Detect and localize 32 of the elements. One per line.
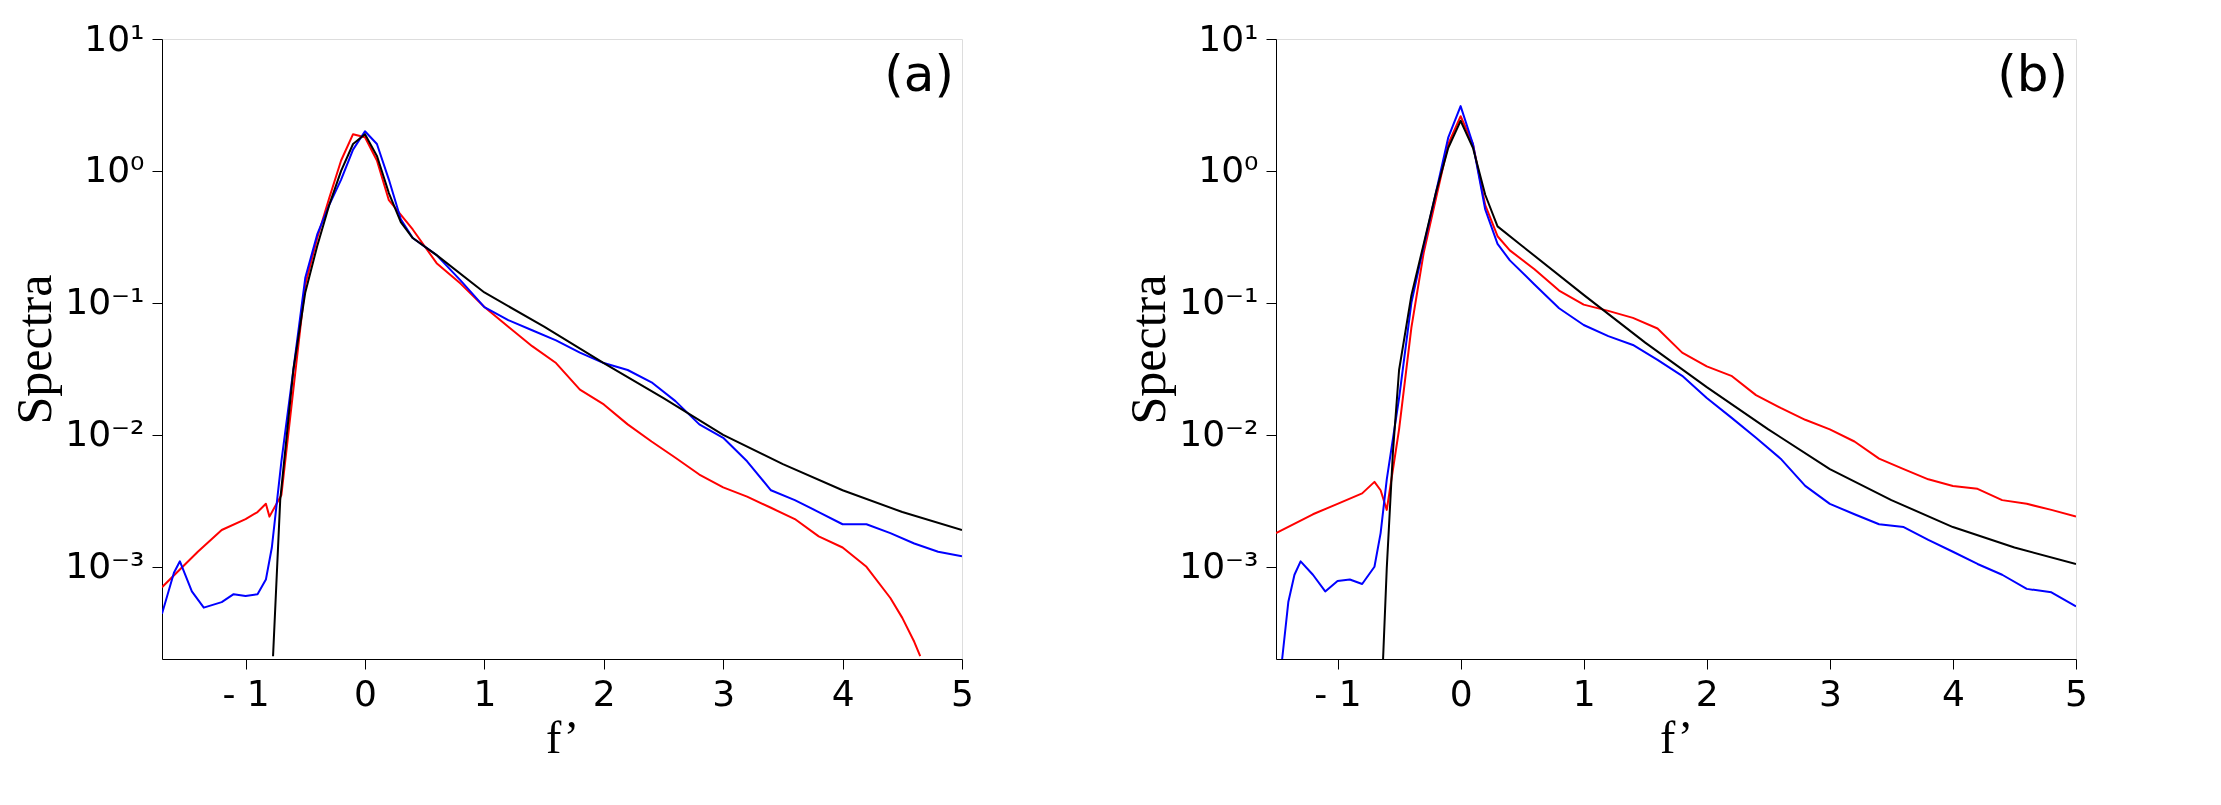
line-series <box>1276 115 2076 535</box>
x-tick-label: 4 <box>1941 672 1965 714</box>
y-tick-label: 10¹ <box>1198 17 1259 59</box>
y-axis-title: Spectra <box>6 274 63 425</box>
x-tick-label: 5 <box>2065 672 2088 714</box>
x-tick-label: - 1 <box>222 672 270 714</box>
y-tick-label: 10⁰ <box>1198 149 1259 191</box>
x-axis-title: f’ <box>1659 711 1694 763</box>
annotation: (b) <box>1997 45 2068 103</box>
y-tick-label: 10⁻² <box>1179 413 1259 455</box>
x-tick-label: 1 <box>1572 672 1596 714</box>
y-axis-title: Spectra <box>1120 274 1177 425</box>
x-tick-label: 5 <box>951 672 974 714</box>
x-tick-label: 1 <box>473 672 497 714</box>
y-tick-label: 10⁰ <box>84 149 145 191</box>
line-series <box>272 133 962 658</box>
annotation: (a) <box>884 45 954 103</box>
y-tick-label: 10⁻¹ <box>1179 281 1259 323</box>
y-tick-label: 10⁻¹ <box>65 281 145 323</box>
x-tick-label: 0 <box>1449 672 1473 714</box>
x-tick-label: 2 <box>592 672 616 714</box>
x-tick-label: 3 <box>1818 672 1842 714</box>
x-tick-label: 4 <box>831 672 855 714</box>
x-tick-label: 0 <box>354 672 377 714</box>
x-tick-label: 2 <box>1695 672 1719 714</box>
x-axis-title: f’ <box>545 711 580 763</box>
y-tick-label: 10¹ <box>84 17 145 59</box>
y-tick-label: 10⁻² <box>65 413 145 455</box>
x-tick-label: 3 <box>712 672 736 714</box>
y-tick-label: 10⁻³ <box>1179 545 1259 587</box>
x-tick-label: - 1 <box>1314 672 1362 714</box>
y-tick-label: 10⁻³ <box>65 545 145 587</box>
